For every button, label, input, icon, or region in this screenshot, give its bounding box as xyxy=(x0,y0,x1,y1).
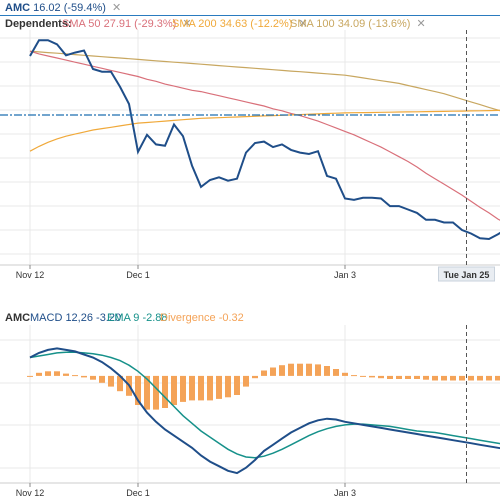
macd-chart[interactable]: Nov 12 Dec 1 Jan 3 xyxy=(0,325,500,500)
divergence-bar xyxy=(342,372,348,376)
x-tick-label: Nov 12 xyxy=(16,270,45,280)
divergence-bar xyxy=(468,375,474,381)
hover-date-box xyxy=(438,266,495,282)
divergence-bar xyxy=(414,375,420,379)
divergence-bar xyxy=(405,375,411,379)
divergence-bar xyxy=(198,375,204,401)
divergence-bar xyxy=(81,375,87,378)
divergence-bar xyxy=(459,375,465,381)
sma100-label: SMA 100 34.09 (-13.6%) xyxy=(290,18,411,30)
ema-legend-item[interactable]: EMA 9 -2.88 xyxy=(107,312,168,324)
divergence-bar xyxy=(324,366,330,376)
macd-legend-item[interactable]: MACD 12,26 -3.20 xyxy=(30,312,122,324)
remove-sma50-close-icon[interactable]: ✕ xyxy=(182,18,192,30)
sma50-label: SMA 50 27.91 (-29.3%) xyxy=(62,18,177,30)
sma200-legend-item[interactable]: SMA 200 34.63 (-12.2%) ✕ xyxy=(172,17,308,31)
divergence-bar xyxy=(117,375,123,392)
divergence-bar xyxy=(234,375,240,395)
macd-ticker-label: AMC xyxy=(5,312,31,324)
divergence-bar xyxy=(252,375,258,379)
x-tick-label: Nov 12 xyxy=(16,488,45,498)
sma200-label: SMA 200 34.63 (-12.2%) xyxy=(172,18,293,30)
divergence-bar xyxy=(153,375,159,410)
divergence-bar xyxy=(387,375,393,379)
legend-separator xyxy=(0,15,500,16)
price-legend-item: AMC 16.02 (-59.4%) ✕ xyxy=(5,1,121,15)
x-tick-label: Jan 3 xyxy=(334,270,356,280)
divergence-bar xyxy=(360,375,366,377)
divergence-bar xyxy=(243,375,249,387)
divergence-bar xyxy=(225,375,231,398)
x-tick-label: Jan 3 xyxy=(334,488,356,498)
sma100-line xyxy=(29,50,500,112)
sma50-legend-item[interactable]: SMA 50 27.91 (-29.3%) ✕ xyxy=(62,17,192,31)
divergence-bar xyxy=(306,363,312,376)
remove-sma100-close-icon[interactable]: ✕ xyxy=(416,18,426,30)
divergence-bar xyxy=(135,375,141,405)
x-tick-label: Dec 1 xyxy=(126,270,150,280)
divergence-bar xyxy=(288,363,294,376)
divergence-bar xyxy=(72,375,78,377)
divergence-bar xyxy=(450,375,456,381)
divergence-bar xyxy=(369,375,375,378)
divergence-bar xyxy=(180,375,186,402)
divergence-bar xyxy=(270,367,276,376)
divergence-bar xyxy=(279,365,285,376)
divergence-bar xyxy=(432,375,438,381)
sma200-line xyxy=(29,109,500,152)
divergence-bar xyxy=(441,375,447,381)
divergence-bar xyxy=(162,375,168,408)
divergence-bar xyxy=(486,375,492,381)
divergence-bar xyxy=(36,372,42,376)
divergence-bar xyxy=(207,375,213,401)
price-value: 16.02 (-59.4%) xyxy=(33,2,106,14)
price-line xyxy=(29,39,500,241)
sma100-legend-item[interactable]: SMA 100 34.09 (-13.6%) ✕ xyxy=(290,17,426,31)
remove-price-close-icon[interactable]: ✕ xyxy=(111,2,122,14)
divergence-bar xyxy=(333,369,339,376)
divergence-bar xyxy=(54,371,60,376)
divergence-bar xyxy=(45,371,51,376)
divergence-bar xyxy=(297,363,303,376)
x-tick-label: Dec 1 xyxy=(126,488,150,498)
divergence-bar xyxy=(63,373,69,376)
divergence-bar xyxy=(396,375,402,379)
macd-line xyxy=(29,347,500,475)
hover-date-label: Tue Jan 25 xyxy=(444,270,490,280)
divergence-bar xyxy=(99,375,105,383)
ema-line xyxy=(29,351,500,459)
price-chart[interactable]: Nov 12 Dec 1 Jan 3 Tue Jan 25 xyxy=(0,30,500,282)
divergence-bar xyxy=(351,375,357,377)
divergence-bar xyxy=(171,375,177,405)
divergence-bar xyxy=(261,370,267,376)
divergence-bar xyxy=(315,364,321,376)
divergence-bar xyxy=(216,375,222,399)
divergence-bar xyxy=(378,375,384,379)
divergence-bar xyxy=(27,375,33,377)
divergence-bar xyxy=(423,375,429,380)
divergence-bar xyxy=(90,375,96,380)
divergence-bar xyxy=(495,375,500,381)
remove-sma200-close-icon[interactable]: ✕ xyxy=(298,18,308,30)
sma50-line xyxy=(29,50,500,221)
divergence-bar xyxy=(189,375,195,401)
divergence-bar xyxy=(144,375,150,410)
ticker-label: AMC xyxy=(5,2,31,14)
dependents-label: Dependents: xyxy=(5,18,72,30)
divergence-legend-item[interactable]: Divergence -0.32 xyxy=(160,312,244,324)
divergence-bar xyxy=(108,375,114,387)
divergence-bar xyxy=(477,375,483,381)
